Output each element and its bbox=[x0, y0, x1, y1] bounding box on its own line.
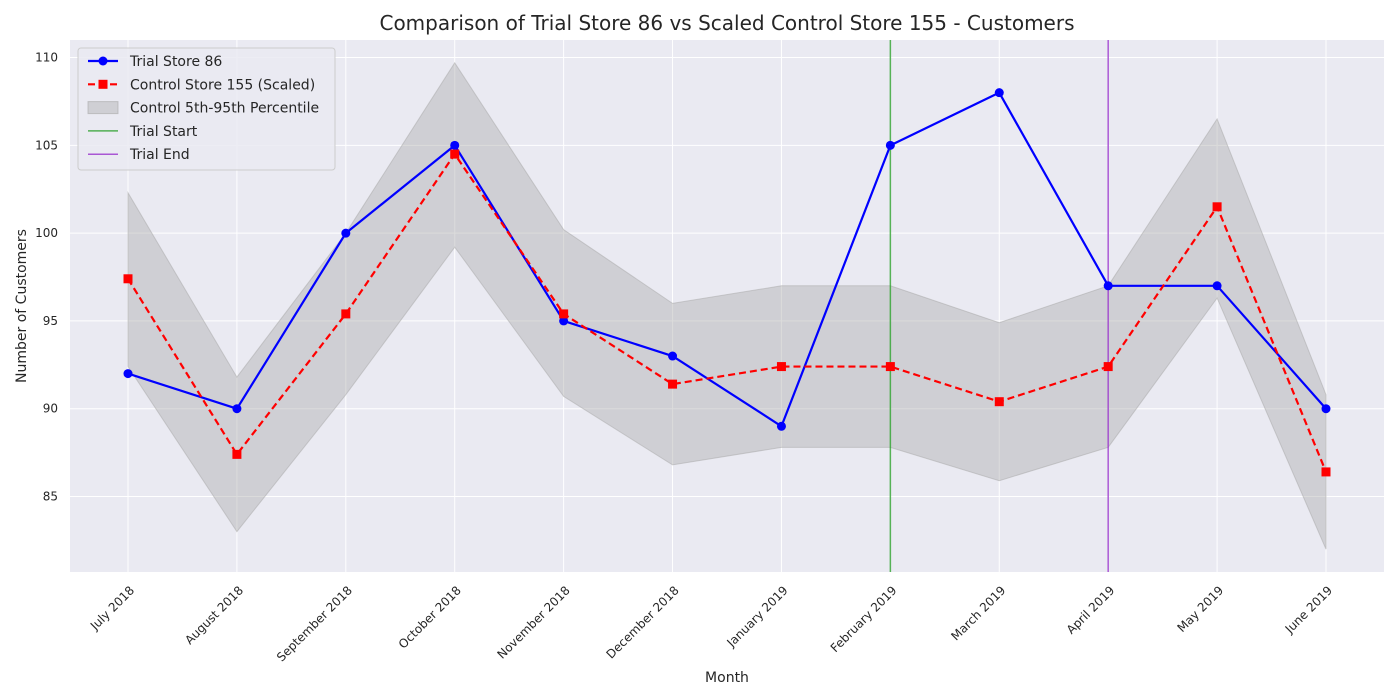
y-axis-label: Number of Customers bbox=[14, 229, 30, 383]
percentile-band bbox=[127, 61, 1327, 550]
x-axis-label: Month bbox=[705, 670, 749, 686]
y-tick-label: 105 bbox=[35, 138, 58, 152]
x-tick-label: December 2018 bbox=[604, 583, 682, 661]
x-tick-label: September 2018 bbox=[274, 583, 355, 664]
x-tick-label: July 2018 bbox=[87, 583, 137, 633]
y-tick-label: 100 bbox=[35, 226, 58, 240]
y-tick-label: 95 bbox=[43, 314, 58, 328]
y-tick-label: 110 bbox=[35, 51, 58, 65]
percentile-band-area bbox=[127, 61, 1327, 550]
control-data-point bbox=[1212, 202, 1222, 212]
trial-data-point bbox=[341, 228, 351, 238]
legend-label: Control Store 155 (Scaled) bbox=[130, 77, 315, 93]
trial-data-point bbox=[1103, 281, 1113, 291]
trial-data-point bbox=[776, 421, 786, 431]
x-tick-label: August 2018 bbox=[182, 583, 246, 647]
control-data-point bbox=[341, 309, 351, 319]
x-tick-label: January 2019 bbox=[724, 583, 791, 650]
x-tick-label: June 2019 bbox=[1282, 583, 1335, 636]
legend-swatch-band bbox=[87, 101, 119, 115]
legend-box bbox=[77, 47, 336, 171]
legend-marker bbox=[98, 56, 108, 66]
trial-data-point bbox=[885, 140, 895, 150]
trial-lines bbox=[889, 40, 1109, 572]
y-tick-label: 90 bbox=[43, 402, 58, 416]
control-data-point bbox=[994, 397, 1004, 407]
x-tick-label: October 2018 bbox=[396, 583, 464, 651]
trial-data-point bbox=[1212, 281, 1222, 291]
control-data-point bbox=[668, 379, 678, 389]
chart-title: Comparison of Trial Store 86 vs Scaled C… bbox=[379, 11, 1074, 35]
control-data-point bbox=[1103, 362, 1113, 372]
trial-data-point bbox=[668, 351, 678, 361]
x-tick-label: May 2019 bbox=[1175, 583, 1227, 635]
series bbox=[123, 88, 1331, 477]
trial-series-line bbox=[127, 91, 1327, 428]
y-tick-labels: 85 90 95 100 105 110 bbox=[35, 51, 58, 504]
x-tick-label: November 2018 bbox=[494, 583, 572, 661]
x-tick-labels: July 2018 August 2018 September 2018 Octobe… bbox=[87, 583, 1335, 664]
legend-label: Trial Store 86 bbox=[129, 54, 222, 70]
trial-data-point bbox=[232, 404, 242, 414]
x-tick-label: February 2019 bbox=[828, 583, 900, 655]
control-data-point bbox=[123, 274, 133, 284]
control-data-point bbox=[559, 309, 569, 319]
trial-data-point bbox=[994, 88, 1004, 98]
control-data-point bbox=[776, 362, 786, 372]
legend-marker bbox=[98, 79, 108, 89]
legend-label: Trial Start bbox=[129, 124, 198, 140]
legend-label: Trial End bbox=[129, 147, 190, 163]
trial-data-point bbox=[450, 140, 460, 150]
control-data-point bbox=[450, 149, 460, 159]
control-data-point bbox=[1321, 467, 1331, 477]
x-tick-label: March 2019 bbox=[948, 583, 1008, 643]
legend-label: Control 5th-95th Percentile bbox=[130, 101, 319, 117]
trial-data-point bbox=[123, 369, 133, 379]
control-data-point bbox=[232, 449, 242, 459]
control-data-point bbox=[885, 362, 895, 372]
legend: Trial Store 86 Control Store 155 (Scaled)… bbox=[77, 47, 336, 171]
control-series-line bbox=[127, 153, 1328, 473]
trial-data-point bbox=[1321, 404, 1331, 414]
trial-data-point bbox=[559, 316, 569, 326]
x-tick-label: April 2019 bbox=[1064, 583, 1118, 637]
y-tick-label: 85 bbox=[43, 490, 58, 504]
